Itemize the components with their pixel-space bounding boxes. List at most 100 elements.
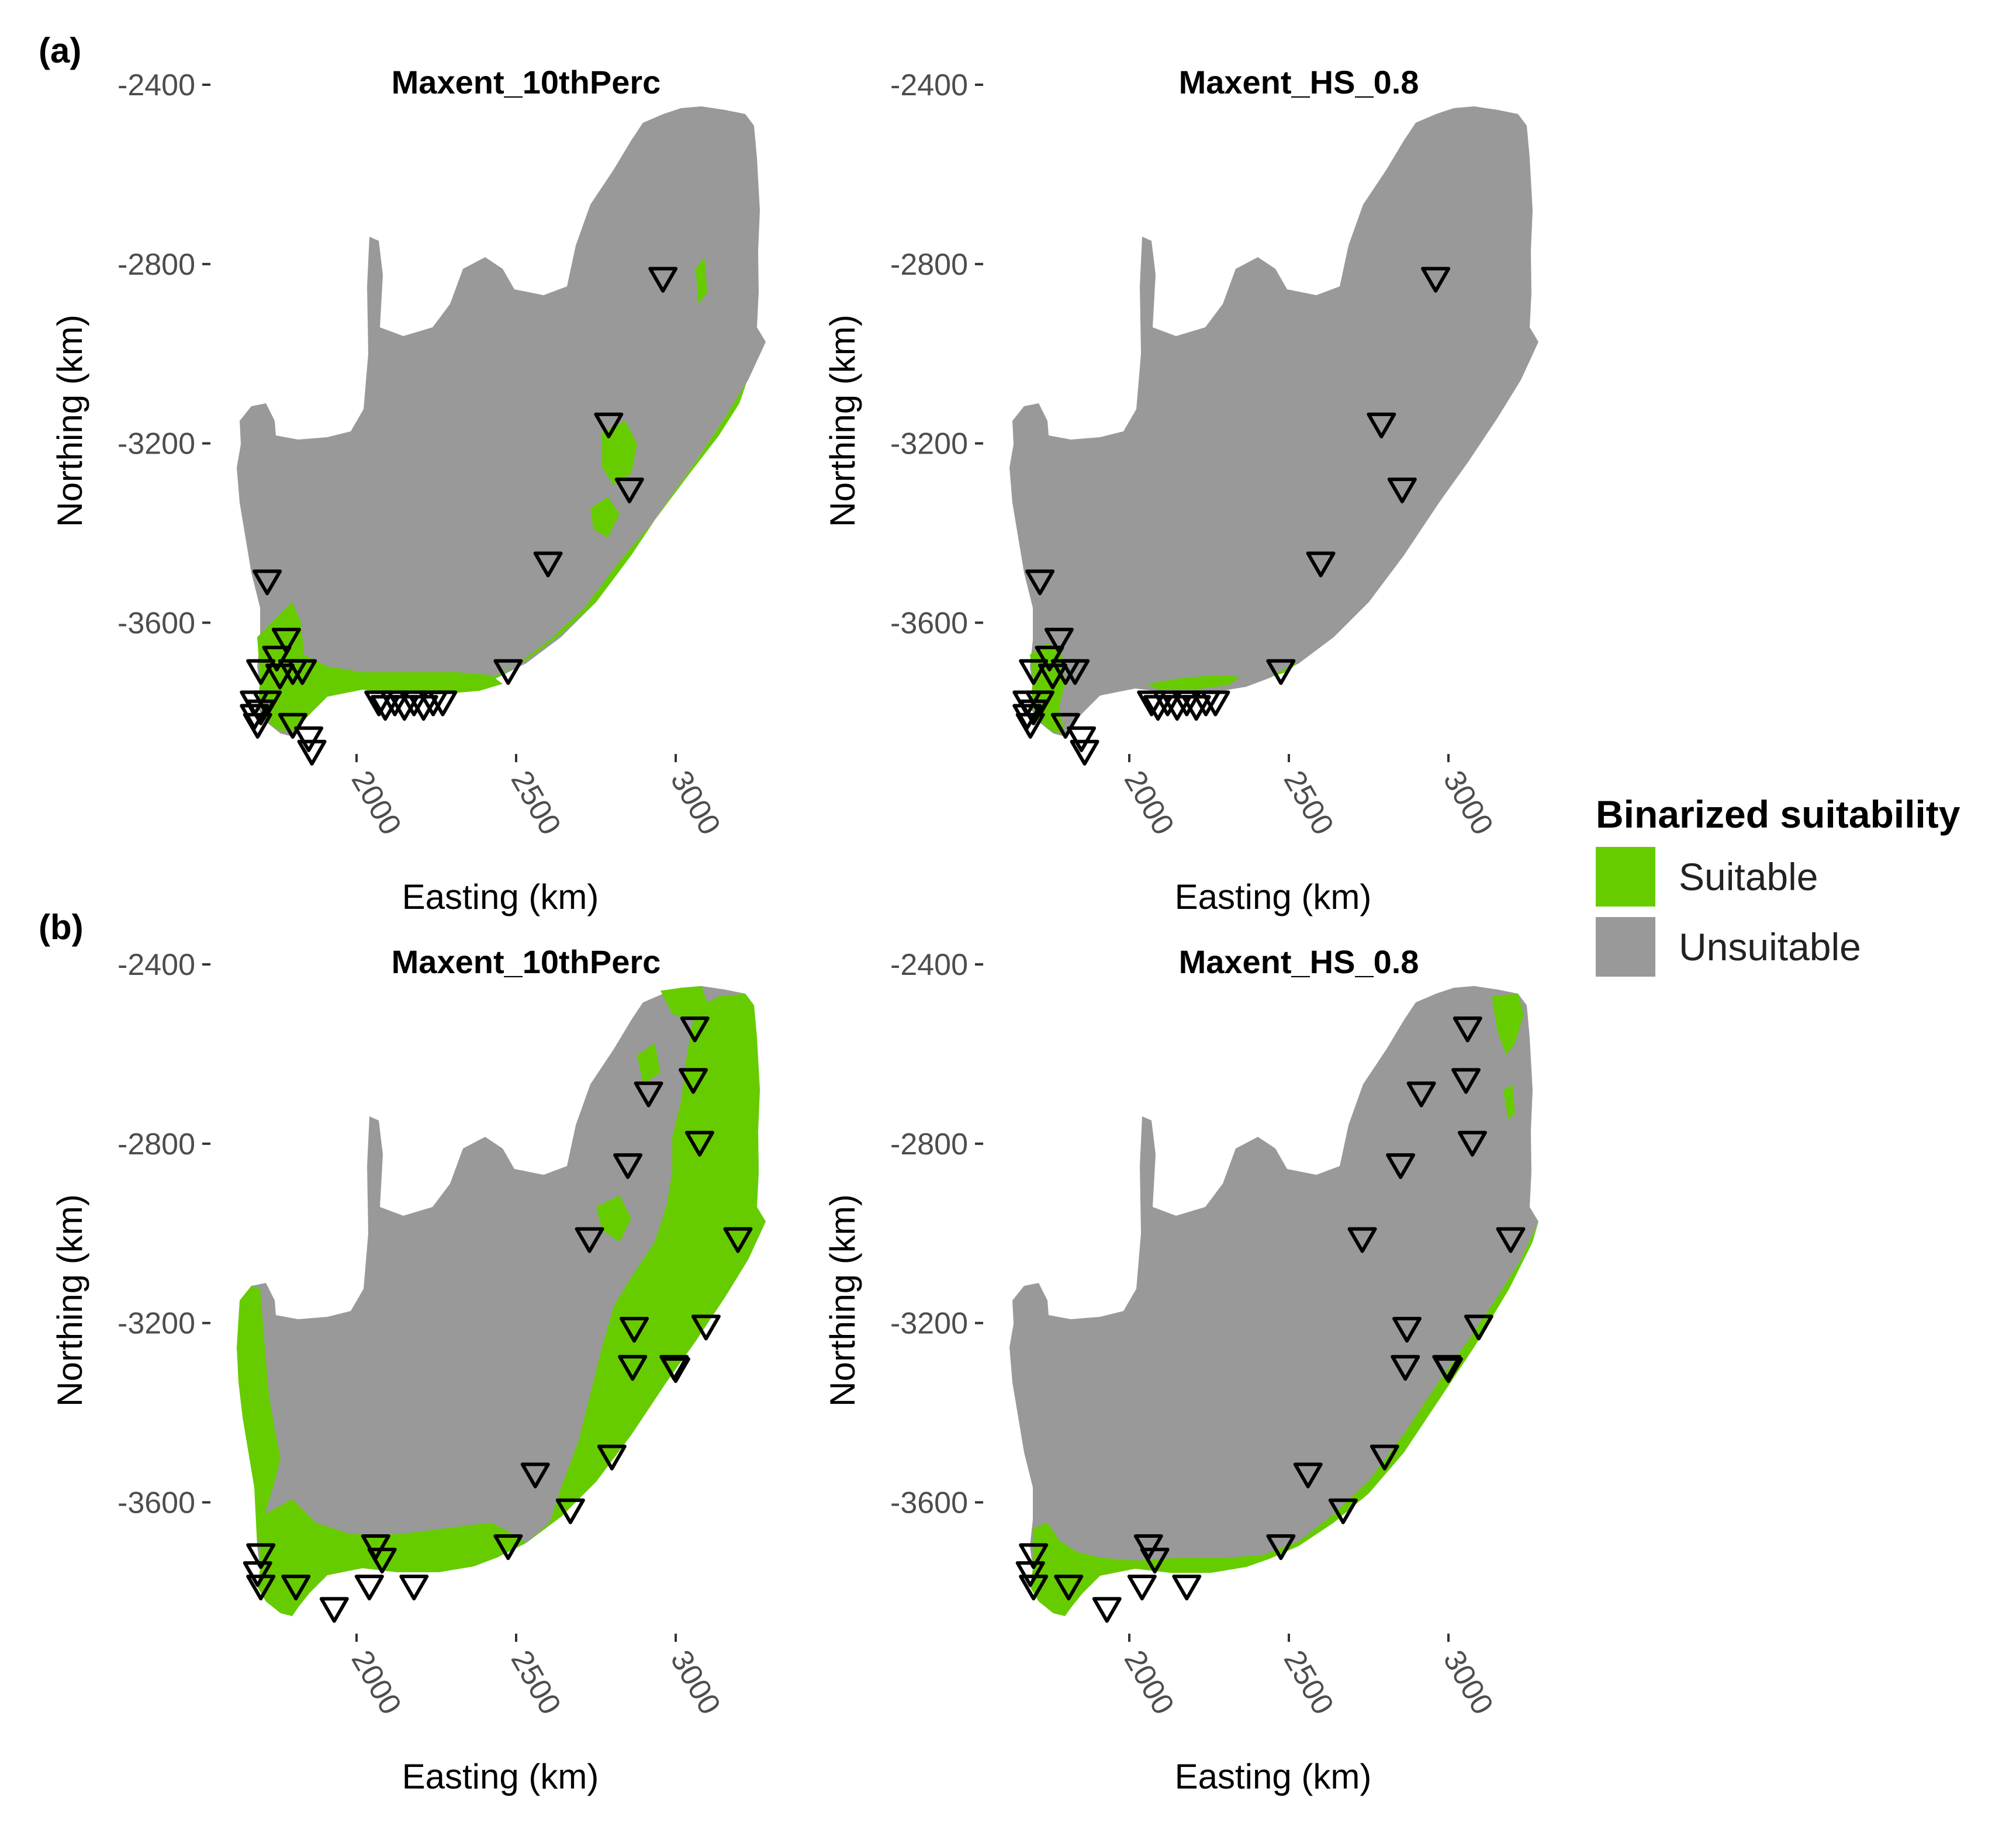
map-a-maxent-10thperc: Maxent_10thPerc -2400 -2800 -3200 -3600 2000 2…	[0, 0, 773, 916]
occurrence-point	[1137, 690, 1167, 717]
legend-label-unsuitable: Unsuitable	[1679, 925, 1861, 968]
occurrence-point	[380, 690, 410, 717]
land-area	[237, 106, 766, 736]
y-axis-label: Northing (km)	[50, 1194, 89, 1406]
occurrence-point	[1038, 663, 1067, 690]
suitable-area	[637, 1043, 661, 1084]
occurrence-point	[613, 1153, 643, 1179]
x-tick-label: 2500	[1277, 1645, 1340, 1720]
occurrence-point	[271, 628, 301, 654]
y-tick-label: -2800	[890, 1127, 968, 1161]
occurrence-point	[1092, 1597, 1122, 1623]
occurrence-point	[1067, 726, 1097, 752]
suitable-area	[257, 602, 503, 731]
x-axis-label: Easting (km)	[402, 1757, 599, 1796]
occurrence-point	[1464, 1315, 1493, 1341]
occurrence-point	[278, 712, 307, 739]
legend-key-unsuitable	[1596, 917, 1655, 977]
legend: Binarized suitability Suitable Unsuitabl…	[1596, 792, 1960, 977]
occurrence-point	[493, 1534, 523, 1561]
occurrence-point	[620, 1317, 649, 1343]
occurrence-point	[399, 1575, 429, 1601]
x-tick-label: 2000	[345, 1645, 408, 1720]
occurrence-point	[1172, 1575, 1202, 1601]
occurrence-point	[1306, 551, 1336, 577]
occurrence-point	[243, 712, 272, 739]
occurrence-point	[1434, 1357, 1463, 1383]
occurrence-point	[1457, 1130, 1487, 1157]
occurrence-point	[281, 1575, 311, 1601]
map-svg: Maxent_10thPerc -2400 -2800 -3200 -3600 2000 2…	[50, 943, 766, 1796]
occurrence-point	[1496, 1227, 1526, 1253]
occurrence-point	[1025, 569, 1055, 596]
suitable-area	[590, 497, 620, 538]
occurrence-point	[361, 1534, 390, 1561]
y-tick-label: -2400	[890, 68, 968, 102]
panel-label-b: (b)	[39, 908, 84, 947]
occurrence-point	[1328, 1498, 1358, 1524]
occurrence-point	[1391, 1355, 1420, 1381]
legend-item-unsuitable: Unsuitable	[1596, 917, 1960, 977]
x-tick-label: 3000	[1437, 1645, 1500, 1720]
suitable-area	[696, 257, 707, 304]
occurrence-point	[1266, 659, 1296, 685]
x-axis-label: Easting (km)	[1175, 877, 1372, 916]
occurrence-point	[1035, 645, 1064, 672]
occurrence-point	[661, 1357, 690, 1383]
y-tick-label: -3600	[890, 1486, 968, 1520]
occurrence-point	[265, 663, 295, 690]
y-tick-label: -3200	[117, 427, 195, 461]
occurrence-point	[253, 569, 282, 596]
occurrence-point	[680, 1016, 710, 1043]
suitable-area	[237, 1286, 281, 1546]
y-tick-label: -3200	[117, 1307, 195, 1341]
occurrence-point	[1070, 739, 1099, 766]
land-area	[237, 986, 766, 1616]
occurrence-point	[246, 1575, 276, 1601]
occurrence-point	[648, 267, 678, 293]
occurrence-point	[246, 659, 276, 685]
occurrence-point	[1266, 1534, 1296, 1561]
legend-item-suitable: Suitable	[1596, 847, 1960, 907]
suitable-area	[1503, 1084, 1515, 1119]
occurrence-point	[1050, 712, 1080, 739]
y-tick-label: -3200	[890, 427, 968, 461]
legend-label-suitable: Suitable	[1679, 855, 1818, 898]
y-tick-label: -3200	[890, 1307, 968, 1341]
occurrence-point	[614, 478, 644, 504]
occurrence-point	[1293, 1462, 1323, 1489]
panel-label-a: (a)	[39, 31, 82, 70]
occurrence-point	[679, 1068, 708, 1094]
occurrence-point	[253, 690, 282, 717]
occurrence-point	[367, 1548, 397, 1574]
occurrence-point	[1392, 1317, 1422, 1343]
occurrence-point	[1347, 1227, 1377, 1253]
map-title: Maxent_HS_0.8	[1179, 64, 1419, 101]
occurrence-point	[1453, 1016, 1482, 1043]
occurrence-point	[1140, 1548, 1170, 1574]
occurrence-point	[594, 412, 624, 438]
occurrence-point	[684, 1130, 714, 1157]
x-axis-label: Easting (km)	[402, 877, 599, 916]
occurrence-point	[723, 1227, 753, 1253]
occurrence-point	[597, 1444, 627, 1471]
suitable-area	[661, 986, 707, 1020]
map-a-maxent-hs-0-8: Maxent_HS_0.8 -2400 -2800 -3200 -3600 2000 250…	[773, 0, 1545, 916]
occurrence-point	[618, 1355, 648, 1381]
x-axis-label: Easting (km)	[1175, 1757, 1372, 1796]
occurrence-point	[1153, 690, 1182, 717]
occurrence-point	[354, 1575, 384, 1601]
occurrence-point	[1019, 1575, 1049, 1601]
legend-title: Binarized suitability	[1596, 793, 1960, 836]
suitable-area	[1492, 994, 1524, 1055]
legend-key-suitable	[1596, 847, 1655, 907]
map-b-maxent-hs-0-8: Maxent_HS_0.8 -2400 -2800 -3200 -3600 2000 250…	[773, 880, 1545, 1796]
occurrence-point	[691, 1315, 721, 1341]
occurrence-point	[533, 551, 563, 577]
occurrence-point	[575, 1227, 604, 1253]
y-axis-label: Northing (km)	[50, 314, 89, 527]
occurrence-point	[520, 1462, 550, 1489]
occurrence-point	[1127, 1575, 1157, 1601]
x-tick-label: 2000	[345, 765, 408, 840]
